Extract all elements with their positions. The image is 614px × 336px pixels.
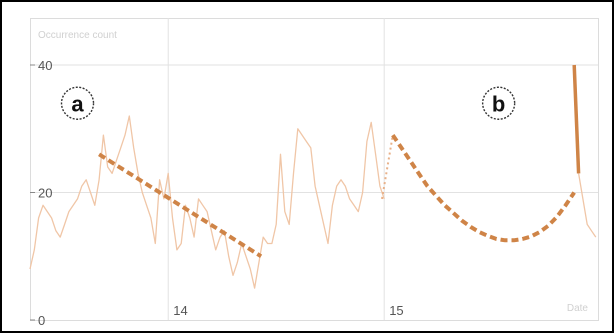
- annotation-circle-a: [60, 86, 95, 120]
- y-tick-label: 0: [38, 313, 45, 328]
- occurrence-line-chart: Occurrence count Date 40 20 0 14 15 a b: [29, 18, 599, 328]
- y-tick-label: 20: [38, 186, 52, 201]
- series-line-tail: [577, 173, 597, 238]
- series-line-trend: [98, 152, 263, 258]
- annotation-label-a: a: [71, 91, 84, 116]
- x-tick-label: 14: [173, 303, 187, 318]
- series-line-raw: [29, 115, 385, 289]
- series-line-connector: [381, 134, 394, 200]
- y-tick-label: 40: [38, 58, 52, 73]
- series-line-spike: [572, 64, 581, 174]
- series-line-curve: [391, 133, 576, 243]
- plot-area-border: [30, 18, 599, 321]
- x-tick-label: 15: [389, 303, 403, 318]
- y-axis-label: Occurrence count: [38, 30, 117, 41]
- annotation-circle-b: [481, 86, 516, 120]
- annotation-label-b: b: [492, 91, 505, 116]
- x-axis-label: Date: [567, 303, 589, 314]
